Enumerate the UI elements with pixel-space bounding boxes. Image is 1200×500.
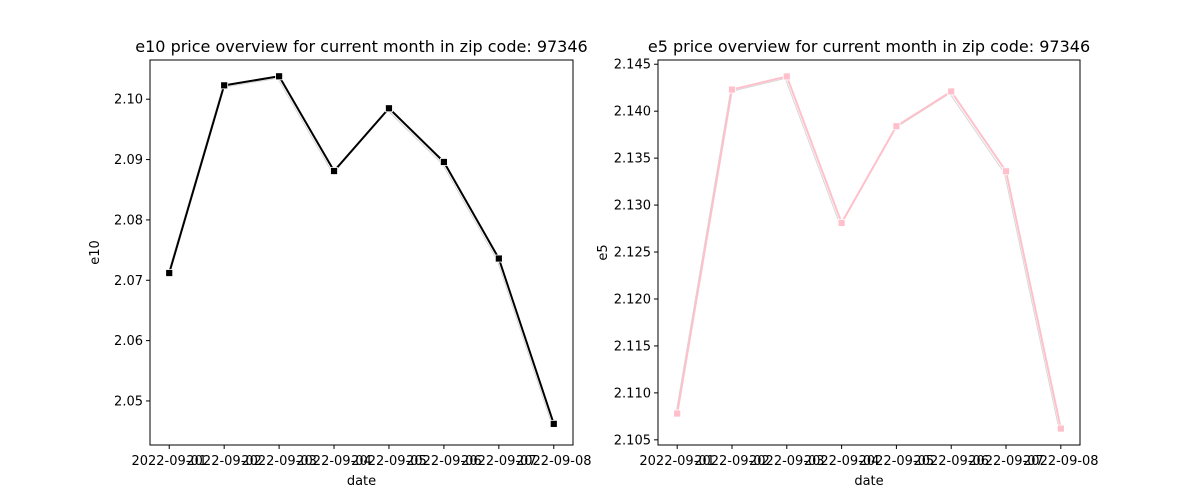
y-tick-label: 2.08 (114, 213, 143, 228)
x-axis-label: date (347, 474, 376, 489)
data-point-marker (385, 104, 393, 113)
data-point-marker (673, 409, 682, 418)
y-tick-label: 2.10 (114, 93, 143, 108)
chart-title: e5 price overview for current month in z… (648, 37, 1090, 56)
series-line (168, 75, 555, 425)
x-tick-label: 2022-09-02 (694, 454, 770, 469)
x-tick-label: 2022-09-01 (131, 454, 207, 469)
y-tick-label: 2.05 (114, 394, 143, 409)
x-tick-label: 2022-09-05 (859, 454, 935, 469)
x-tick-label: 2022-09-03 (749, 454, 825, 469)
series-shadow-line (675, 77, 1060, 431)
y-tick-label: 2.07 (114, 274, 143, 289)
x-tick-label: 2022-09-06 (913, 454, 989, 469)
y-tick-label: 2.115 (614, 339, 651, 354)
x-tick-label: 2022-09-01 (639, 454, 715, 469)
y-tick-label: 2.145 (614, 58, 651, 73)
x-tick-label: 2022-09-03 (241, 454, 317, 469)
data-point-marker (549, 419, 558, 428)
y-tick-label: 2.130 (614, 199, 651, 214)
data-point-marker (1002, 167, 1010, 176)
x-tick-label: 2022-09-07 (968, 454, 1044, 469)
data-point-marker (782, 72, 791, 81)
y-tick-label: 2.110 (614, 386, 651, 401)
data-point-marker (220, 81, 229, 90)
data-point-marker (1056, 424, 1065, 433)
y-tick-label: 2.140 (614, 105, 651, 120)
x-tick-label: 2022-09-05 (351, 454, 427, 469)
data-point-marker (275, 72, 283, 81)
y-tick-label: 2.125 (614, 246, 651, 261)
y-axis-label: e10 (88, 240, 103, 265)
data-point-marker (330, 167, 338, 175)
plot-frame (149, 59, 574, 446)
y-tick-label: 2.120 (614, 292, 651, 307)
y-tick-label: 2.09 (114, 153, 143, 168)
x-tick-label: 2022-09-06 (406, 454, 482, 469)
y-tick-label: 2.135 (614, 152, 651, 167)
data-point-marker (947, 87, 956, 96)
data-point-marker (165, 269, 174, 277)
plot-frame (657, 59, 1081, 446)
x-tick-label: 2022-09-07 (461, 454, 537, 469)
x-tick-label: 2022-09-08 (1023, 454, 1099, 469)
data-point-marker (728, 85, 736, 94)
data-point-marker (440, 158, 448, 166)
y-tick-label: 2.105 (614, 433, 651, 448)
data-point-marker (892, 122, 901, 131)
chart-panel-2: e5 price overview for current month in z… (596, 37, 1099, 489)
x-tick-label: 2022-09-08 (516, 454, 592, 469)
x-axis-label: date (854, 474, 883, 489)
data-point-marker (837, 219, 846, 227)
chart-panel-1: e10 price overview for current month in … (88, 37, 592, 489)
data-point-marker (494, 254, 503, 263)
series-line (676, 75, 1062, 429)
y-axis-label: e5 (596, 244, 611, 260)
x-tick-label: 2022-09-02 (186, 454, 262, 469)
x-tick-label: 2022-09-04 (804, 454, 880, 469)
y-tick-label: 2.06 (114, 334, 143, 349)
chart-title: e10 price overview for current month in … (135, 37, 587, 56)
x-tick-label: 2022-09-04 (296, 454, 372, 469)
